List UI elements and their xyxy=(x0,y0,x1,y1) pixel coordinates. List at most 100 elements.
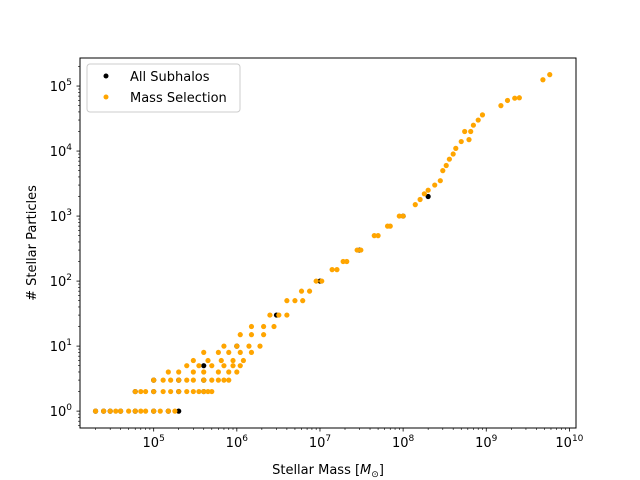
point-mass-selection xyxy=(201,388,207,395)
point-mass-selection xyxy=(284,298,290,304)
legend-label-mass-selection: Mass Selection xyxy=(130,91,227,106)
point-mass-selection xyxy=(450,151,456,157)
point-mass-selection xyxy=(101,408,107,414)
point-mass-selection xyxy=(209,363,215,369)
point-mass-selection xyxy=(209,377,215,383)
point-mass-selection xyxy=(143,388,149,395)
point-mass-selection xyxy=(215,369,221,375)
point-mass-selection xyxy=(168,377,174,383)
point-mass-selection xyxy=(157,408,163,414)
point-mass-selection xyxy=(498,103,504,109)
y-tick-label: 102 xyxy=(50,273,72,290)
point-mass-selection xyxy=(466,137,472,143)
point-mass-selection xyxy=(298,288,305,294)
point-mass-selection xyxy=(221,363,227,369)
x-tick-label: 105 xyxy=(143,434,165,451)
point-mass-selection xyxy=(306,288,313,294)
legend-marker-all-subhalos xyxy=(103,73,109,79)
point-mass-selection xyxy=(267,312,273,318)
point-all-subhalos xyxy=(176,408,182,414)
x-tick-label: 109 xyxy=(475,434,498,451)
y-tick-label: 101 xyxy=(50,338,72,355)
point-mass-selection xyxy=(421,191,427,197)
point-mass-selection xyxy=(246,343,252,349)
point-mass-selection xyxy=(126,408,132,414)
point-mass-selection xyxy=(371,233,377,239)
point-mass-selection xyxy=(354,247,360,253)
point-mass-selection xyxy=(160,388,166,395)
plot-frame xyxy=(79,57,577,429)
data-points xyxy=(92,72,553,414)
point-mass-selection xyxy=(313,278,319,284)
point-mass-selection xyxy=(190,369,196,375)
point-mass-selection xyxy=(412,202,418,208)
point-mass-selection xyxy=(184,377,190,383)
point-mass-selection xyxy=(201,377,207,383)
point-mass-selection xyxy=(334,267,340,273)
point-mass-selection xyxy=(446,156,452,162)
point-mass-selection xyxy=(248,349,255,356)
point-mass-selection xyxy=(230,357,236,364)
x-axis-label: Stellar Mass [M⊙] xyxy=(272,463,384,480)
point-mass-selection xyxy=(107,408,113,414)
point-mass-selection xyxy=(540,77,546,83)
point-mass-selection xyxy=(417,196,423,203)
point-mass-selection xyxy=(504,97,511,104)
point-mass-selection xyxy=(205,357,211,364)
legend-marker-mass-selection xyxy=(103,94,109,100)
point-mass-selection xyxy=(475,117,481,123)
point-mass-selection xyxy=(468,128,474,135)
point-mass-selection xyxy=(237,363,243,369)
point-mass-selection xyxy=(547,72,553,78)
point-mass-selection xyxy=(271,323,277,330)
x-tick-label: 108 xyxy=(392,434,415,451)
point-mass-selection xyxy=(292,298,298,304)
point-mass-selection xyxy=(516,95,522,101)
x-tick-label: 106 xyxy=(226,434,249,451)
point-mass-selection xyxy=(176,388,182,395)
point-mass-selection xyxy=(400,213,406,219)
y-axis-label: # Stellar Particles xyxy=(25,185,40,301)
point-mass-selection xyxy=(425,187,431,193)
point-mass-selection xyxy=(190,357,196,364)
point-mass-selection xyxy=(329,267,335,273)
point-mass-selection xyxy=(151,408,157,414)
y-axis-ticks: 100 101 102 103 104 105 xyxy=(50,66,80,426)
point-mass-selection xyxy=(151,377,157,383)
point-mass-selection xyxy=(248,323,255,330)
point-mass-selection xyxy=(240,357,247,364)
point-mass-selection xyxy=(276,312,282,318)
point-mass-selection xyxy=(172,408,178,414)
point-mass-selection xyxy=(165,369,171,375)
x-tick-label: 107 xyxy=(309,434,331,451)
legend-box xyxy=(86,63,241,113)
y-tick-label: 104 xyxy=(50,143,73,160)
legend: All Subhalos Mass Selection xyxy=(86,63,241,113)
point-mass-selection xyxy=(234,369,240,375)
point-mass-selection xyxy=(512,95,518,101)
point-mass-selection xyxy=(226,377,232,383)
point-mass-selection xyxy=(396,213,402,219)
point-mass-selection xyxy=(432,182,438,188)
point-mass-selection xyxy=(470,122,476,128)
point-mass-selection xyxy=(176,369,182,375)
point-mass-selection xyxy=(215,349,221,356)
x-tick-label: 1010 xyxy=(555,434,583,451)
point-mass-selection xyxy=(479,112,486,118)
point-mass-selection xyxy=(387,223,393,229)
point-mass-selection xyxy=(151,388,157,395)
point-all-subhalos xyxy=(201,363,207,369)
point-mass-selection xyxy=(221,377,227,383)
point-mass-selection xyxy=(230,363,236,369)
point-mass-selection xyxy=(261,332,267,338)
point-mass-selection xyxy=(221,343,227,349)
point-mass-selection xyxy=(443,162,449,169)
point-mass-selection xyxy=(234,343,240,349)
point-mass-selection xyxy=(340,258,346,265)
point-mass-selection xyxy=(344,258,350,265)
point-mass-selection xyxy=(113,408,119,414)
point-mass-selection xyxy=(237,332,243,338)
point-mass-selection xyxy=(190,377,196,383)
y-tick-label: 103 xyxy=(50,208,72,225)
